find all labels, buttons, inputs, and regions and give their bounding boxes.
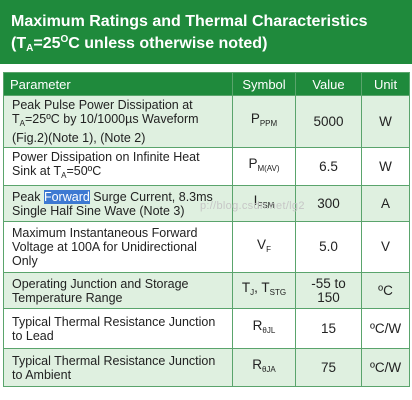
value-cell: -55 to 150: [295, 272, 362, 309]
column-header-parameter: Parameter: [3, 72, 233, 96]
symbol-cell: TJ, TSTG: [232, 272, 296, 309]
parameter-cell: Operating Junction and Storage Temperatur…: [3, 272, 233, 309]
column-header-value: Value: [295, 72, 362, 96]
value-cell: 6.5: [295, 147, 362, 186]
parameter-cell: Typical Thermal Resistance Junction to Le…: [3, 308, 233, 349]
unit-cell: W: [361, 147, 410, 186]
symbol-cell: PPPM: [232, 95, 296, 148]
symbol-cell: IFSM: [232, 185, 296, 222]
unit-cell: ºC: [361, 272, 410, 309]
title-line-2: (TA=25OC unless otherwise noted): [11, 34, 268, 54]
symbol-cell: RθJA: [232, 348, 296, 387]
unit-cell: A: [361, 185, 410, 222]
table-row: Maximum Instantaneous Forward Voltage at …: [3, 221, 410, 273]
unit-cell: ºC/W: [361, 348, 410, 387]
table-row: Power Dissipation on Infinite Heat Sink a…: [3, 147, 410, 186]
value-cell: 300: [295, 185, 362, 222]
symbol-cell: PM(AV): [232, 147, 296, 186]
column-header-unit: Unit: [361, 72, 410, 96]
parameter-cell: Maximum Instantaneous Forward Voltage at …: [3, 221, 233, 273]
unit-cell: V: [361, 221, 410, 273]
table-row: Typical Thermal Resistance Junction to Am…: [3, 348, 410, 387]
value-cell: 75: [295, 348, 362, 387]
column-header-symbol: Symbol: [232, 72, 296, 96]
ratings-table: Parameter Symbol Value Unit Peak Pulse P…: [3, 72, 410, 387]
value-cell: 5000: [295, 95, 362, 148]
symbol-cell: VF: [232, 221, 296, 273]
table-row: Peak Forward Surge Current, 8.3ms Single …: [3, 185, 410, 222]
title-line-1: Maximum Ratings and Thermal Characterist…: [11, 13, 368, 30]
title-banner: Maximum Ratings and Thermal Characterist…: [0, 0, 412, 64]
value-cell: 5.0: [295, 221, 362, 273]
parameter-cell: Power Dissipation on Infinite Heat Sink a…: [3, 147, 233, 186]
symbol-cell: RθJL: [232, 308, 296, 349]
table-row: Operating Junction and Storage Temperatur…: [3, 272, 410, 309]
table-header-row: Parameter Symbol Value Unit: [3, 72, 410, 96]
parameter-cell: Peak Pulse Power Dissipation at TA=25ºC b…: [3, 95, 233, 148]
table-row: Peak Pulse Power Dissipation at TA=25ºC b…: [3, 95, 410, 148]
value-cell: 15: [295, 308, 362, 349]
parameter-cell: Typical Thermal Resistance Junction to Am…: [3, 348, 233, 387]
selected-text-highlight[interactable]: Forward: [43, 189, 90, 204]
parameter-cell: Peak Forward Surge Current, 8.3ms Single …: [3, 185, 233, 222]
table-row: Typical Thermal Resistance Junction to Le…: [3, 308, 410, 349]
unit-cell: W: [361, 95, 410, 148]
unit-cell: ºC/W: [361, 308, 410, 349]
